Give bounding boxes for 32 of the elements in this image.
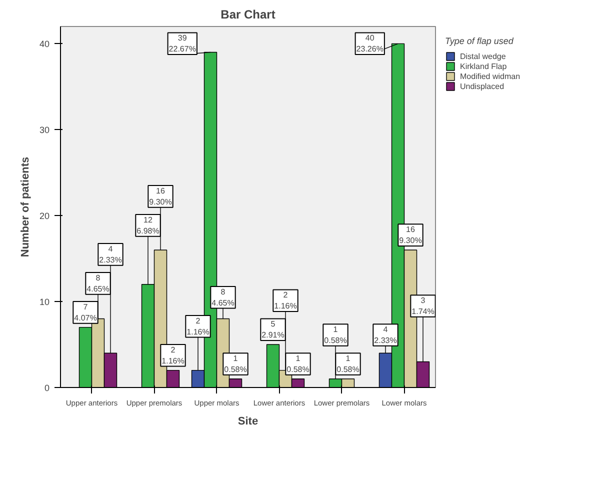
data-label: 4 2.33% [374, 325, 397, 345]
y-tick-label: 40 [39, 39, 50, 50]
legend-label: Kirkland Flap [460, 61, 507, 71]
data-label: 1 0.58% [336, 354, 360, 374]
data-label: 4 2.33% [99, 244, 122, 264]
data-label: 16 9.30% [399, 225, 422, 245]
data-label: 1 0.58% [224, 354, 247, 374]
data-label: 2 1.16% [162, 346, 184, 366]
data-label: 7 4.07% [74, 302, 97, 322]
x-axis-title: Site [238, 416, 258, 428]
data-label: 3 1.74% [412, 296, 434, 316]
chart-title: Bar Chart [220, 8, 276, 22]
data-label: 2 1.16% [274, 290, 297, 311]
y-tick-label: 0 [44, 383, 50, 393]
data-label: 1 0.58% [286, 354, 310, 374]
y-tick-label: 30 [39, 125, 50, 136]
y-axis-title: Number of patients [19, 156, 32, 258]
data-label: 12 6.98% [136, 216, 160, 236]
data-label: 39 22.67% [168, 34, 196, 54]
y-tick-label: 10 [39, 297, 50, 308]
y-tick-label: 20 [39, 211, 50, 222]
data-label: 16 9.30% [149, 186, 172, 206]
data-label: 2 1.16% [186, 316, 210, 336]
data-label: 8 4.65% [86, 274, 110, 294]
data-label: 1 0.58% [324, 325, 347, 345]
data-label: 8 4.65% [212, 288, 234, 308]
legend-label: Modified widman [460, 71, 520, 81]
data-label: 40 23.26% [356, 34, 384, 54]
legend-title: Type of flap used [445, 36, 514, 46]
legend-label: Distal wedge [460, 51, 506, 61]
legend-label: Undisplaced [460, 81, 504, 91]
data-label: 5 2.91% [262, 320, 284, 340]
